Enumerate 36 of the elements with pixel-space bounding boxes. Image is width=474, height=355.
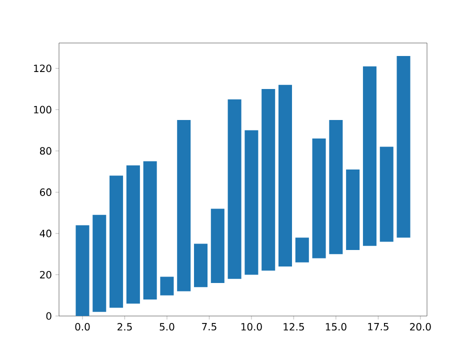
x-tick-label: 12.5 [284,323,304,331]
y-tick-label: 0 [46,312,52,320]
bar [194,244,208,288]
x-tick-label: 2.5 [118,323,132,331]
x-tick-label: 20.0 [410,323,431,331]
x-tick-label: 7.5 [202,323,216,330]
bar [362,66,376,246]
bar [346,169,360,250]
bar [312,138,326,258]
y-tick-label: 120 [34,64,52,72]
bar [210,208,224,283]
bar [110,176,124,308]
bar [177,120,191,292]
bar [126,165,140,304]
bar [278,84,292,266]
bar [396,56,410,238]
y-tick-label: 20 [40,270,52,278]
y-tick-label: 80 [40,147,52,155]
bar [92,214,106,312]
x-tick-label: 10.0 [241,323,262,331]
bar [160,276,174,296]
bar [76,225,90,316]
bar [295,238,309,262]
y-tick-label: 60 [40,188,52,196]
y-tick-label: 100 [34,106,52,114]
x-tick-label: 5.0 [160,323,174,331]
bar [244,130,258,275]
y-tick-label: 40 [40,230,52,238]
bar [228,99,242,279]
x-tick-label: 17.5 [368,323,388,330]
bar [262,89,276,271]
bar [329,120,343,254]
bar [380,146,394,242]
x-tick-label: 0.0 [75,323,90,331]
x-tick-label: 15.0 [326,323,346,331]
bar [143,161,157,300]
